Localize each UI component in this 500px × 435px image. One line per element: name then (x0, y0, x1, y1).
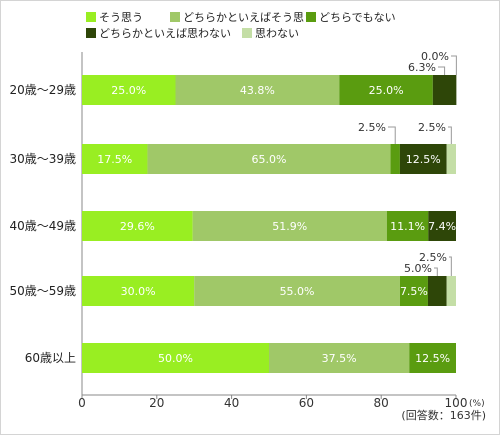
bar-segment-row3-s1 (82, 211, 193, 241)
x-tick-label-100: 100 (445, 396, 468, 410)
leader-line-row2-s3 (388, 126, 396, 144)
data-label-row1-s1: 25.0% (111, 84, 146, 97)
legend-label-1: そう思う (99, 11, 143, 24)
bar-segment-row5-s3 (409, 343, 456, 373)
bar-segment-row3-s2 (192, 211, 387, 241)
legend-swatch-3 (306, 12, 316, 22)
data-label-row2-s4: 12.5% (406, 153, 441, 166)
response-count-note: (回答数：163件) (401, 408, 486, 422)
bar-segment-row1-s1 (82, 75, 176, 105)
bar-segment-row1-s3 (339, 75, 433, 105)
category-label-3: 40歳〜49歳 (9, 219, 76, 233)
bar-segment-row4-s1 (82, 276, 195, 306)
data-label-row3-s4: 7.4% (428, 220, 456, 233)
data-label-row1-s5: 0.0% (421, 50, 449, 63)
bar-segment-row4-s5 (446, 276, 456, 306)
data-label-row2-s2: 65.0% (252, 153, 287, 166)
legend-label-5: 思わない (255, 27, 299, 40)
x-axis-unit: (%) (469, 399, 485, 409)
bar-segment-row4-s2 (194, 276, 400, 306)
bar-segment-row2-s5 (446, 144, 456, 174)
x-tick-label-20: 20 (149, 396, 164, 410)
bar-segment-row4-s3 (399, 276, 428, 306)
legend-swatch-4 (86, 28, 96, 38)
legend-label-2: どちらかといえばそう思う (183, 11, 315, 24)
category-label-5: 60歳以上 (25, 351, 76, 365)
bar-segment-row3-s4 (428, 211, 456, 241)
legend-label-3: どちらでもない (319, 11, 396, 24)
category-label-2: 30歳〜39歳 (9, 152, 76, 166)
data-label-row5-s3: 12.5% (415, 352, 450, 365)
category-label-1: 20歳〜29歳 (9, 83, 76, 97)
legend-swatch-1 (86, 12, 96, 22)
legend-swatch-2 (170, 12, 180, 22)
data-label-row4-s5: 2.5% (419, 251, 447, 264)
bar-segment-row2-s3 (390, 144, 400, 174)
bar-segment-row4-s4 (427, 276, 447, 306)
bar-segment-row5-s1 (82, 343, 269, 373)
x-tick-label-80: 80 (374, 396, 389, 410)
leader-line-row4-s5 (449, 256, 452, 276)
data-label-row4-s2: 55.0% (280, 285, 315, 298)
bar-segment-row2-s2 (147, 144, 391, 174)
x-tick-label-40: 40 (224, 396, 239, 410)
bar-segment-row5-s2 (269, 343, 410, 373)
category-label-4: 50歳〜59歳 (9, 284, 76, 298)
data-label-row4-s1: 30.0% (121, 285, 156, 298)
leader-line-row2-s5 (448, 126, 452, 144)
data-label-row3-s2: 51.9% (272, 220, 307, 233)
leader-line-row1-s4 (438, 66, 446, 75)
data-label-row1-s3: 25.0% (369, 84, 404, 97)
bar-segment-row2-s1 (82, 144, 148, 174)
data-label-row1-s2: 43.8% (240, 84, 275, 97)
bar-segment-row1-s2 (175, 75, 340, 105)
data-label-row3-s1: 29.6% (120, 220, 155, 233)
data-label-row4-s4: 5.0% (404, 262, 432, 275)
data-label-row4-s3: 7.5% (400, 285, 428, 298)
data-label-row2-s5: 2.5% (418, 121, 446, 134)
data-label-row2-s3: 2.5% (358, 121, 386, 134)
bar-segment-row2-s4 (399, 144, 447, 174)
data-label-row2-s1: 17.5% (97, 153, 132, 166)
x-tick-label-60: 60 (299, 396, 314, 410)
leader-line-row4-s4 (434, 267, 438, 276)
bar-segment-row1-s4 (432, 75, 457, 105)
legend-label-4: どちらかといえば思わない (99, 27, 231, 40)
leader-line-row1-s5 (451, 55, 457, 75)
data-label-row5-s2: 37.5% (322, 352, 357, 365)
data-label-row1-s4: 6.3% (408, 61, 436, 74)
x-tick-label-0: 0 (78, 396, 86, 410)
bar-segment-row3-s3 (386, 211, 429, 241)
data-label-row5-s1: 50.0% (158, 352, 193, 365)
legend-swatch-5 (242, 28, 252, 38)
data-label-row3-s3: 11.1% (390, 220, 425, 233)
